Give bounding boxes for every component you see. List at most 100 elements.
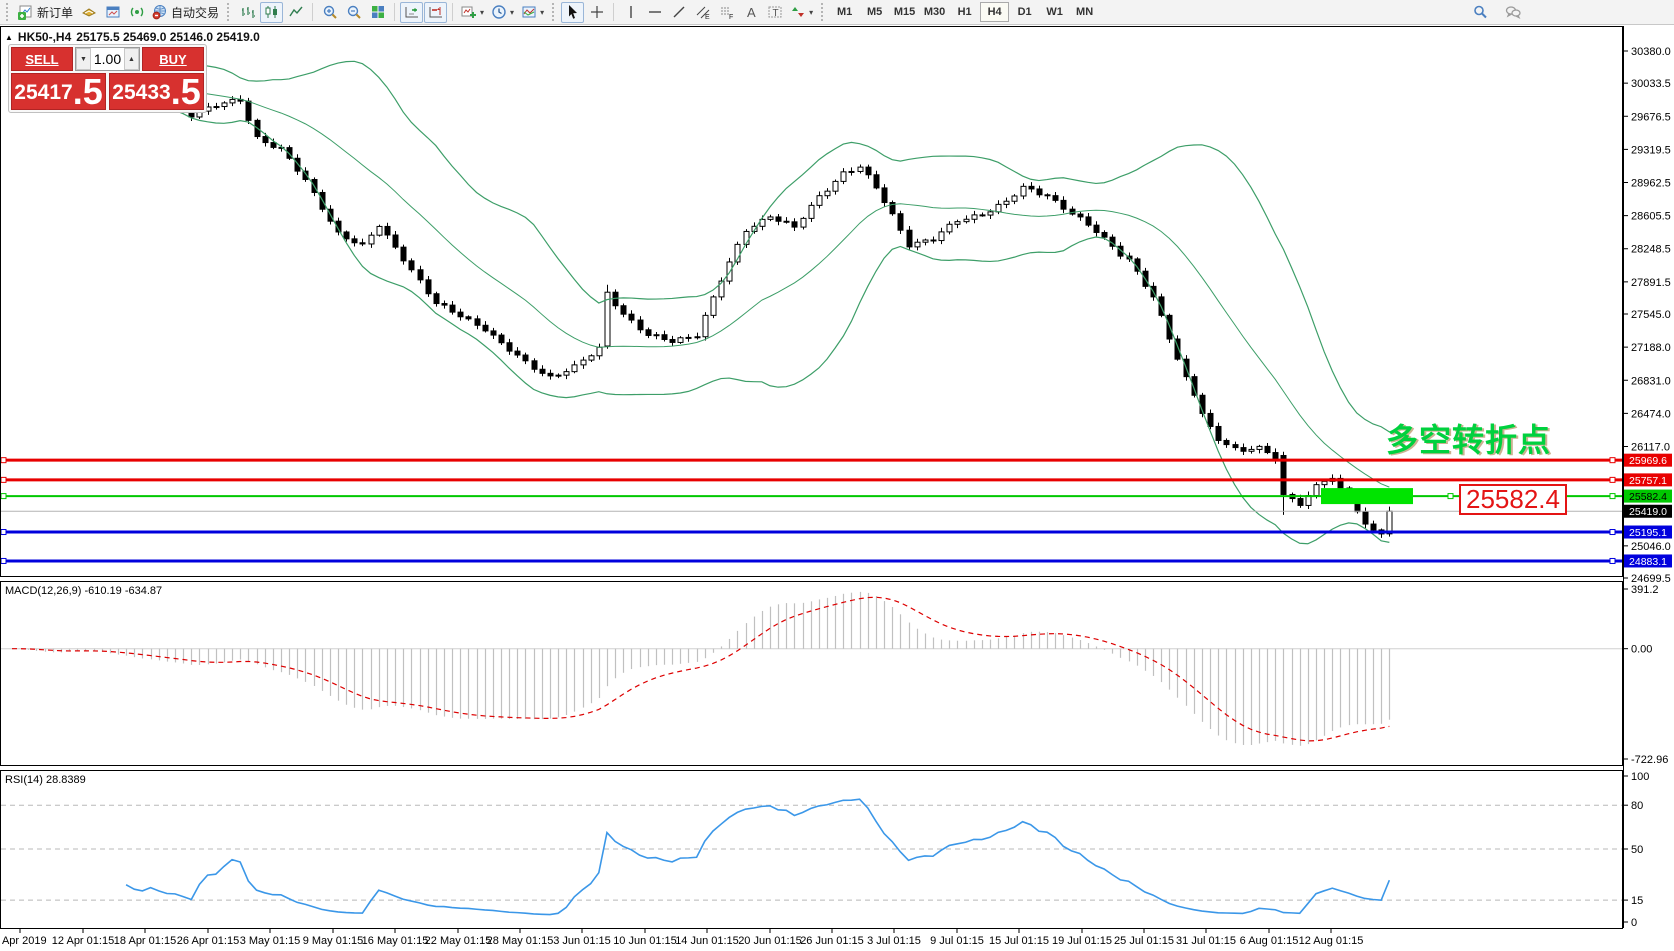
- price-level-label[interactable]: [1624, 554, 1672, 568]
- text-label-button[interactable]: T: [763, 2, 786, 23]
- price-level-label[interactable]: [1624, 473, 1672, 487]
- search-button[interactable]: [1468, 2, 1491, 23]
- one-click-trade-panel: SELL ▼ 1.00 ▲ BUY 25417 .5 25433 .5: [8, 44, 207, 113]
- line-handle-marker[interactable]: [1609, 557, 1616, 564]
- time-axis-label[interactable]: 14 Jun 01:15: [675, 935, 739, 947]
- chart-shift-button[interactable]: [424, 1, 448, 23]
- zoom-out-button[interactable]: [342, 2, 365, 23]
- time-axis-label[interactable]: 9 Jul 01:15: [930, 935, 984, 947]
- chart-region: 30380.0 30033.5 29676.5 29319.5 28962.5 28605…: [0, 25, 1674, 951]
- line-handle-marker[interactable]: [0, 476, 7, 483]
- zoom-in-button[interactable]: [318, 2, 341, 23]
- line-handle-marker[interactable]: [0, 529, 7, 536]
- time-axis-label[interactable]: 31 Jul 01:15: [1176, 935, 1236, 947]
- equidistant-channel-button[interactable]: E: [691, 2, 714, 23]
- time-axis-label[interactable]: 3 Jul 01:15: [867, 935, 921, 947]
- time-axis-label[interactable]: 22 May 01:15: [425, 935, 492, 947]
- vertical-line-button[interactable]: [619, 2, 642, 23]
- arrows-button[interactable]: ▾: [787, 2, 816, 23]
- price-callout-label[interactable]: 25582.4: [1459, 484, 1567, 515]
- time-axis-label[interactable]: 10 Jun 01:15: [613, 935, 677, 947]
- volume-decrease-button[interactable]: ▼: [76, 48, 91, 70]
- bar-chart-button[interactable]: [236, 2, 259, 23]
- indicators-button[interactable]: ▾: [458, 2, 487, 23]
- sell-button[interactable]: SELL: [11, 47, 73, 71]
- sell-price-display[interactable]: 25417 .5: [11, 73, 106, 110]
- candle-body: [1174, 338, 1181, 360]
- candle-body: [1280, 454, 1287, 495]
- time-axis-label[interactable]: 18 Apr 01:15: [114, 935, 176, 947]
- periods-button[interactable]: ▾: [488, 2, 517, 23]
- volume-increase-button[interactable]: ▲: [124, 48, 139, 70]
- chat-button[interactable]: [1501, 2, 1524, 23]
- price-level-label[interactable]: [1624, 453, 1672, 467]
- crosshair-button[interactable]: [585, 2, 608, 23]
- time-axis-label[interactable]: 12 Apr 01:15: [52, 935, 114, 947]
- candle-body: [213, 106, 220, 109]
- timeframe-d1-button[interactable]: D1: [1010, 2, 1039, 22]
- fibonacci-button[interactable]: F: [715, 2, 738, 23]
- time-axis-label[interactable]: 9 May 01:15: [303, 935, 364, 947]
- highlight-green-box[interactable]: [1321, 488, 1413, 505]
- timeframe-m30-button[interactable]: M30: [920, 2, 949, 22]
- zoom-in-icon: [323, 5, 337, 19]
- time-axis-label[interactable]: 16 May 01:15: [362, 935, 429, 947]
- charts-window-icon: [106, 6, 120, 18]
- time-axis-label[interactable]: 3 May 01:15: [240, 935, 301, 947]
- signals-button[interactable]: [125, 2, 148, 23]
- price-level-label[interactable]: [1624, 525, 1672, 539]
- line-handle-marker[interactable]: [0, 557, 7, 564]
- line-handle-marker[interactable]: [1609, 457, 1616, 464]
- turning-point-annotation[interactable]: 多空转折点: [1386, 422, 1552, 458]
- line-chart-button[interactable]: [284, 2, 307, 23]
- time-axis-label[interactable]: 28 May 01:15: [487, 935, 554, 947]
- time-axis-label[interactable]: 6 Aug 01:15: [1240, 935, 1299, 947]
- candle-body: [1215, 425, 1222, 441]
- line-handle-marker[interactable]: [1609, 493, 1616, 500]
- timeframe-w1-button[interactable]: W1: [1040, 2, 1069, 22]
- time-axis-label[interactable]: 26 Jun 01:15: [800, 935, 864, 947]
- timeframe-m1-button[interactable]: M1: [830, 2, 859, 22]
- line-handle-marker[interactable]: [1447, 493, 1454, 500]
- price-level-label[interactable]: [1624, 504, 1672, 518]
- autotrading-button[interactable]: 自动交易: [149, 2, 222, 23]
- time-axis-label[interactable]: 8 Apr 2019: [0, 935, 47, 947]
- candle-body: [1036, 188, 1043, 196]
- timeframe-m15-button[interactable]: M15: [890, 2, 919, 22]
- time-axis-label[interactable]: 15 Jul 01:15: [989, 935, 1049, 947]
- timeframe-h4-button[interactable]: H4: [980, 2, 1010, 22]
- buy-price-display[interactable]: 25433 .5: [109, 73, 204, 110]
- line-handle-marker[interactable]: [0, 457, 7, 464]
- timeframe-mn-button[interactable]: MN: [1070, 2, 1099, 22]
- time-axis-label[interactable]: 3 Jun 01:15: [553, 935, 611, 947]
- new-order-button[interactable]: 新订单: [15, 2, 76, 23]
- journal-button[interactable]: [77, 2, 100, 23]
- candle-body: [718, 280, 725, 298]
- tile-windows-button[interactable]: [366, 2, 389, 23]
- horizontal-line-button[interactable]: [643, 2, 666, 23]
- text-button[interactable]: A: [739, 2, 762, 23]
- candlestick-button[interactable]: [260, 1, 284, 23]
- time-axis-label[interactable]: 20 Jun 01:15: [738, 935, 802, 947]
- buy-button[interactable]: BUY: [142, 47, 204, 71]
- line-handle-marker[interactable]: [0, 493, 7, 500]
- timeframe-m5-button[interactable]: M5: [860, 2, 889, 22]
- one-click-collapse-icon[interactable]: ▲: [5, 32, 13, 42]
- time-axis-label[interactable]: 25 Jul 01:15: [1114, 935, 1174, 947]
- zoom-out-icon: [347, 5, 361, 19]
- candle-body: [1386, 510, 1393, 535]
- time-axis-label[interactable]: 12 Aug 01:15: [1299, 935, 1364, 947]
- line-handle-marker[interactable]: [1609, 529, 1616, 536]
- price-level-label[interactable]: [1624, 489, 1672, 503]
- auto-scroll-button[interactable]: [400, 1, 424, 23]
- time-axis-label[interactable]: 19 Jul 01:15: [1052, 935, 1112, 947]
- templates-button[interactable]: ▾: [518, 2, 547, 23]
- candle-body: [441, 303, 448, 306]
- volume-input[interactable]: 1.00: [93, 51, 122, 67]
- cursor-button[interactable]: [561, 1, 585, 23]
- time-axis-label[interactable]: 26 Apr 01:15: [177, 935, 239, 947]
- line-handle-marker[interactable]: [1609, 476, 1616, 483]
- timeframe-h1-button[interactable]: H1: [950, 2, 979, 22]
- trendline-button[interactable]: [667, 2, 690, 23]
- charts-window-button[interactable]: [101, 2, 124, 23]
